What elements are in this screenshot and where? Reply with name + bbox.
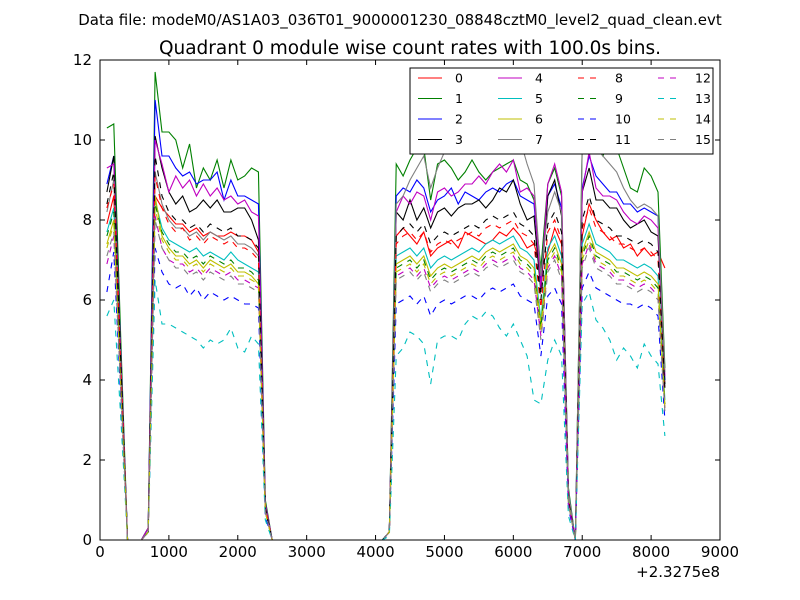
legend-label-9: 9 <box>615 91 623 106</box>
legend-label-3: 3 <box>455 132 463 147</box>
y-tick-label: 0 <box>82 531 92 549</box>
legend-label-2: 2 <box>455 112 463 127</box>
x-tick-label: 7000 <box>563 543 601 561</box>
legend-label-12: 12 <box>695 71 711 86</box>
x-tick-label: 9000 <box>701 543 739 561</box>
series-line-13 <box>106 279 666 540</box>
legend-label-8: 8 <box>615 71 623 86</box>
x-tick-label: 6000 <box>494 543 532 561</box>
plot-area: 0 1000 2000 3000 4000 5000 6000 7000 8000 9000 0 2 4… <box>73 51 739 561</box>
y-tick-label: 4 <box>82 371 92 389</box>
legend-label-11: 11 <box>615 132 631 147</box>
chart-title: Quadrant 0 module wise count rates with … <box>159 38 661 59</box>
legend-label-0: 0 <box>455 71 463 86</box>
x-tick-label: 2000 <box>219 543 257 561</box>
legend-label-7: 7 <box>535 132 543 147</box>
legend-label-5: 5 <box>535 91 543 106</box>
legend-label-15: 15 <box>695 132 711 147</box>
x-tick-label: 4000 <box>356 543 394 561</box>
x-tick-label: 0 <box>95 543 105 561</box>
legend-label-14: 14 <box>695 112 711 127</box>
y-tick-label: 6 <box>82 291 92 309</box>
legend-label-1: 1 <box>455 91 463 106</box>
y-tick-label: 2 <box>82 451 92 469</box>
y-tick-label: 10 <box>73 131 92 149</box>
legend-label-10: 10 <box>615 112 631 127</box>
y-tick-label: 12 <box>73 51 92 69</box>
series-group <box>106 71 666 540</box>
legend-label-6: 6 <box>535 112 543 127</box>
data-file-label: Data file: modeM0/AS1A03_036T01_90000012… <box>78 11 722 30</box>
x-tick-label: 8000 <box>632 543 670 561</box>
legend-label-13: 13 <box>695 91 711 106</box>
y-tick-label: 8 <box>82 211 92 229</box>
x-tick-label: 5000 <box>425 543 463 561</box>
x-tick-label: 3000 <box>288 543 326 561</box>
series-line-15 <box>106 219 666 540</box>
x-offset-label: +2.3275e8 <box>636 563 720 581</box>
x-tick-label: 1000 <box>150 543 188 561</box>
legend-label-4: 4 <box>535 71 543 86</box>
